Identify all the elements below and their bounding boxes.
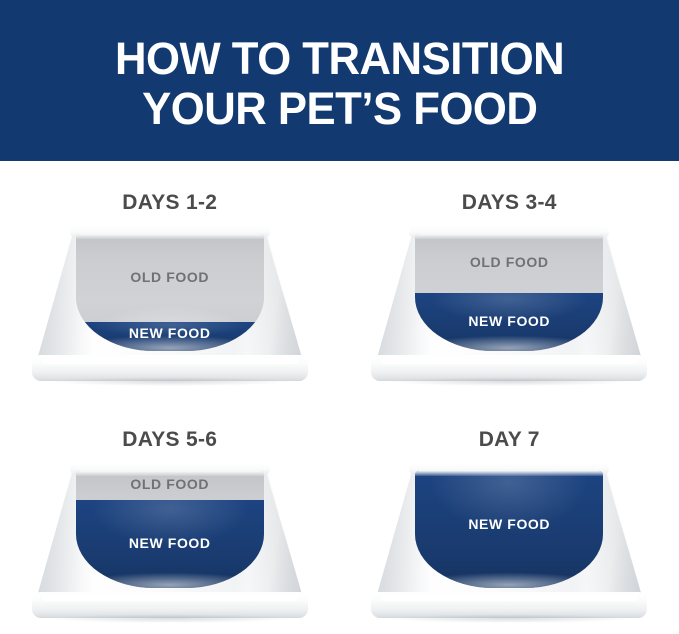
transition-step: DAYS 1-2 OLD FOOD NEW FOOD (0, 161, 340, 398)
bowl-drop-shadow (391, 377, 628, 386)
bowl-inner-rim-highlight (75, 470, 264, 476)
bowl-base (31, 591, 308, 618)
old-food-label: OLD FOOD (130, 268, 210, 285)
bowl-food-well: OLD FOOD NEW FOOD (75, 470, 264, 588)
new-food-label: NEW FOOD (128, 325, 211, 341)
bowl-drop-shadow (51, 377, 288, 386)
new-food-label: NEW FOOD (468, 312, 551, 329)
new-food-label: NEW FOOD (468, 516, 551, 533)
pet-food-bowl: OLD FOOD NEW FOOD (31, 226, 308, 386)
transition-step: DAYS 5-6 OLD FOOD NEW FOOD (0, 398, 340, 634)
transition-step: DAY 7 OLD FOOD NEW FOOD (340, 398, 679, 634)
header-title-line-1: HOW TO TRANSITION (114, 32, 565, 84)
step-title: DAYS 1-2 (122, 191, 218, 214)
pet-food-bowl: OLD FOOD NEW FOOD (371, 226, 648, 386)
new-food-label: NEW FOOD (128, 534, 211, 551)
bowl-inner-rim-highlight (415, 470, 604, 476)
old-food-label: OLD FOOD (469, 254, 549, 271)
transition-step: DAYS 3-4 OLD FOOD NEW FOOD (340, 161, 679, 398)
bowl-base-highlight (381, 358, 638, 364)
step-title: DAYS 5-6 (122, 427, 218, 451)
bowl-base-highlight (41, 594, 298, 601)
step-title: DAY 7 (478, 427, 540, 451)
bowl-base-highlight (381, 594, 638, 601)
old-food-label: OLD FOOD (130, 476, 210, 493)
bowl-food-well: OLD FOOD NEW FOOD (415, 234, 604, 351)
bowl-food-well: OLD FOOD NEW FOOD (75, 234, 264, 351)
new-food-fill (415, 470, 604, 588)
bowl-base-highlight (41, 358, 298, 364)
bowl-inner-rim-highlight (415, 234, 604, 239)
bowl-drop-shadow (51, 613, 288, 623)
header-banner: HOW TO TRANSITION YOUR PET’S FOOD (0, 0, 679, 161)
bowl-base (371, 355, 648, 381)
new-food-sheen (415, 470, 604, 588)
transition-steps-grid: DAYS 1-2 OLD FOOD NEW FOOD (0, 161, 679, 634)
bowl-inner-rim-highlight (75, 234, 264, 239)
pet-food-bowl: OLD FOOD NEW FOOD (31, 462, 308, 623)
bowl-food-well: OLD FOOD NEW FOOD (415, 470, 604, 588)
bowl-drop-shadow (391, 613, 628, 623)
pet-food-bowl: OLD FOOD NEW FOOD (371, 462, 648, 623)
bowl-base (31, 355, 308, 381)
header-title-line-2: YOUR PET’S FOOD (141, 82, 538, 134)
bowl-base (371, 591, 648, 618)
step-title: DAYS 3-4 (461, 191, 557, 214)
